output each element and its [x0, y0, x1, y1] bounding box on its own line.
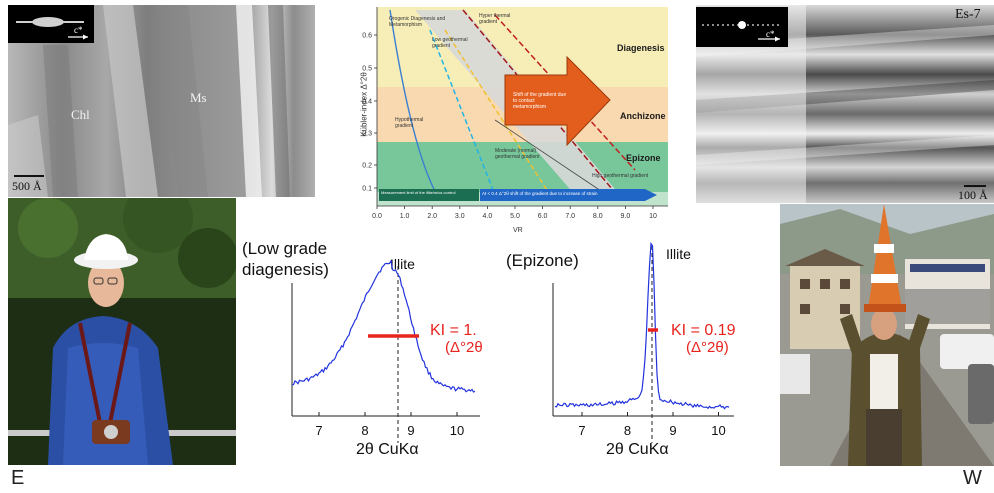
strain-line: [494, 119, 611, 198]
xrd-x-tick-label: 8: [361, 423, 368, 438]
xrd-left-ki-unit: (Δ°2θ: [445, 339, 483, 356]
tem-right-inset-label: c*: [766, 29, 775, 39]
xrd-x-tick-label: 7: [578, 423, 585, 438]
xrd-left-curve: [291, 259, 476, 393]
xrd-x-tick-label: 10: [450, 423, 464, 438]
annotation-hypothermal: Hypothermal gradient: [395, 117, 424, 129]
diagram-y-axis-label: Kübler-index Δ°2θ: [359, 72, 369, 137]
diagram-x-tick-label: 5.0: [510, 213, 520, 220]
tem-right-scale-label: 100 Å: [958, 188, 988, 202]
diagram-x-tick-label: 2.0: [427, 213, 437, 220]
xrd-right-peak-label: Illite: [666, 246, 691, 262]
diagram-y-tick-label: 0.6: [362, 33, 372, 40]
strain-shift-arrow: [480, 189, 657, 201]
tem-left-scale-label: 500 Å: [12, 179, 42, 193]
xrd-x-tick-label: 7: [315, 423, 322, 438]
xrd-x-tick-label: 8: [624, 423, 631, 438]
tem-label-chl: Chl: [71, 107, 90, 122]
xrd-panel-left: (Low grade diagenesis) Illite KI = 1. (Δ…: [240, 238, 485, 465]
xrd-right-ticks: 7 8 9 10: [578, 412, 726, 438]
diagram-x-tick-label: 0.0: [372, 213, 382, 220]
tem-left-scale-bar: [14, 175, 44, 177]
zone-label-diagenesis: Diagenesis: [617, 43, 665, 53]
tem-right-diffraction-inset: c*: [696, 7, 788, 47]
xrd-right-plot: 7 8 9 10: [552, 241, 734, 443]
xrd-right-title: (Epizone): [506, 251, 579, 270]
tem-left-inset-label: c*: [74, 25, 83, 35]
zone-label-epizone: Epizone: [626, 153, 661, 163]
diagram-x-tick-label: 9.0: [621, 213, 631, 220]
xrd-right-ki-value: KI = 0.19: [671, 322, 736, 339]
person-photo-illustration: [8, 198, 236, 465]
tem-label-ms: Ms: [190, 90, 207, 105]
measurement-limit-bar: [379, 189, 479, 201]
diagram-x-tick-label: 10: [649, 213, 657, 220]
moderate-curve: [444, 29, 551, 196]
diagram-y-tick-label: 0.3: [362, 131, 372, 138]
xrd-left-ticks: 7 8 9 10: [315, 412, 464, 438]
kubler-index-diagram: 0.6 0.5 0.4 0.3 0.2 0.1 0.0 1.0 2.0 3.0 4.0 5.0 6.0 7…: [345, 5, 668, 235]
tem-left-diffraction-inset: c*: [8, 5, 94, 43]
contact-shift-arrow: [504, 55, 611, 147]
diagram-y-tick-label: 0.1: [362, 186, 372, 193]
annotation-strain-shift: At < 0.4 Δ°2θ shift of the gradient due …: [482, 191, 598, 196]
xrd-left-title: (Low grade diagenesis): [242, 239, 329, 279]
xrd-panel-right: (Epizone) Illite KI = 0.19 (Δ°2θ) 7 8 9 10 …: [498, 238, 768, 465]
diagram-ticks: 0.6 0.5 0.4 0.3 0.2 0.1 0.0 1.0 2.0 3.0 4.0 5.0 6.0 7…: [362, 33, 657, 221]
xrd-x-tick-label: 9: [407, 423, 414, 438]
hypothermal-curve: [389, 9, 438, 196]
tem-right-scale-bar: [964, 185, 986, 187]
diagram-x-tick-label: 6.0: [538, 213, 548, 220]
xrd-left-plot: 7 8 9 10: [291, 259, 480, 443]
annotation-hyper: Hyper thermal gradient: [479, 13, 511, 25]
xrd-x-tick-label: 10: [711, 423, 725, 438]
annotation-measurement-limit: Measurement limit of the illite/mica con…: [381, 190, 456, 195]
diagram-x-tick-label: 1.0: [400, 213, 410, 220]
orientation-label-west: W: [963, 467, 982, 489]
tem-right-sample-label: Es-7: [955, 7, 981, 22]
diagram-x-axis-label: VR: [513, 227, 523, 234]
xrd-right-xlabel: 2θ CuKα: [606, 441, 669, 458]
diagram-x-tick-label: 3.0: [455, 213, 465, 220]
xrd-left-peak-label: Illite: [390, 256, 415, 272]
diffraction-pattern-icon: [702, 21, 782, 42]
photo-person-left: [8, 198, 236, 465]
xrd-left-xlabel: 2θ CuKα: [356, 441, 419, 458]
xrd-right-curve: [554, 241, 730, 410]
xrd-x-tick-label: 9: [669, 423, 676, 438]
tem-image-left: c* Chl Ms 500 Å: [8, 5, 315, 197]
photo-person-right: [780, 204, 994, 466]
xrd-right-ki-unit: (Δ°2θ): [686, 339, 729, 356]
diagram-x-tick-label: 8.0: [593, 213, 603, 220]
diagram-y-tick-label: 0.4: [362, 99, 372, 106]
annotation-moderate: Moderate (normal) geothermal gradient: [495, 148, 540, 160]
diagram-svg: 0.6 0.5 0.4 0.3 0.2 0.1 0.0 1.0 2.0 3.0 4.0 5.0 6.0 7…: [362, 7, 668, 221]
street-photo-illustration: [780, 204, 994, 466]
annotation-contact-shift: Shift of the gradient due to contact met…: [513, 92, 567, 110]
diffraction-pattern-icon: [16, 17, 88, 40]
annotation-high-geothermal: High geothermal gradient: [592, 173, 649, 179]
annotation-orogenic: Orogenic Diagenesis and Metamorphism: [389, 16, 446, 28]
diagram-y-tick-label: 0.2: [362, 163, 372, 170]
xrd-left-ki-value: KI = 1.: [430, 322, 477, 339]
orientation-label-east: E: [11, 467, 25, 489]
diagram-x-tick-label: 4.0: [483, 213, 493, 220]
diagram-x-tick-label: 7.0: [565, 213, 575, 220]
low-geothermal-curve: [429, 29, 496, 196]
tem-image-right: c* Es-7 100 Å: [696, 5, 994, 203]
zone-label-anchizone: Anchizone: [620, 111, 666, 121]
diagram-y-tick-label: 0.5: [362, 66, 372, 73]
annotation-low-geothermal: Low geothermal gradient: [432, 37, 468, 49]
